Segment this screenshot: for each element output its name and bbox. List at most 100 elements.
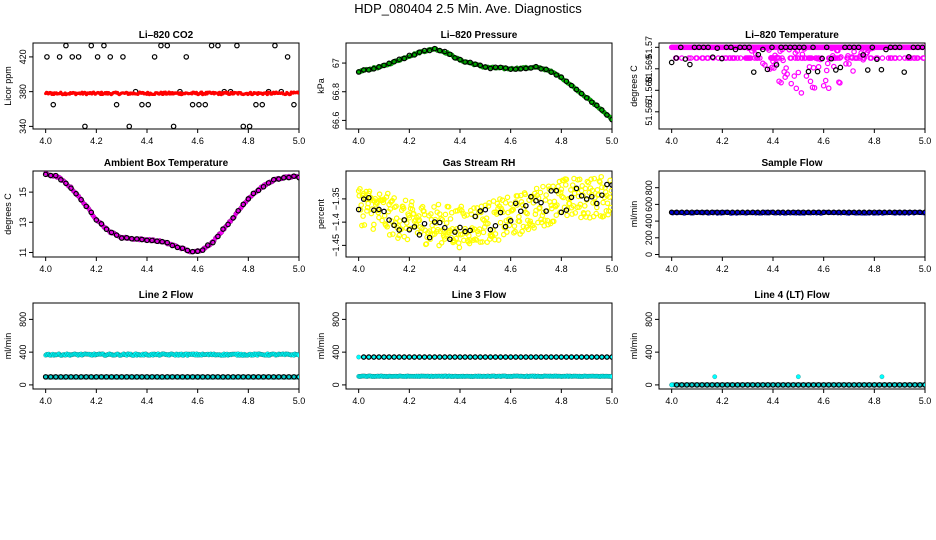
x-tick-label: 4.6	[504, 136, 517, 146]
data-points	[355, 173, 612, 251]
data-point	[754, 209, 761, 216]
x-tick-label: 4.0	[39, 396, 52, 406]
data-point	[593, 354, 600, 360]
data-point	[754, 55, 761, 61]
data-point	[151, 54, 158, 60]
data-point	[245, 196, 252, 202]
data-point	[684, 382, 690, 388]
data-point	[482, 64, 489, 70]
data-point	[841, 209, 847, 216]
data-point	[174, 374, 181, 380]
data-point	[159, 238, 166, 245]
data-point	[553, 72, 560, 78]
data-point	[507, 201, 514, 207]
data-point	[762, 62, 768, 68]
data-point	[823, 44, 830, 51]
data-point	[811, 85, 818, 91]
data-point	[455, 240, 462, 246]
data-point	[523, 202, 529, 209]
data-point	[507, 66, 514, 72]
data-point	[371, 221, 377, 228]
data-point	[866, 209, 873, 216]
plot-frame	[345, 170, 613, 258]
data-point	[514, 193, 521, 199]
data-point	[542, 197, 549, 203]
data-point	[208, 43, 215, 49]
data-point	[846, 382, 852, 388]
data-point	[360, 354, 367, 360]
data-point	[371, 354, 377, 360]
y-tick-label: 340	[18, 119, 28, 134]
data-point	[447, 354, 453, 360]
chart-ambient-box-temperature: Ambient Box Temperature 4.0 4.2 4.4 4.6 4.8 5.…	[3, 158, 305, 274]
data-point	[724, 382, 731, 388]
data-point	[431, 219, 438, 225]
data-point	[164, 374, 171, 380]
data-point	[406, 354, 413, 360]
data-point	[235, 207, 242, 214]
data-point	[825, 85, 832, 92]
data-point	[390, 231, 396, 237]
data-point	[764, 66, 771, 73]
data-point	[746, 44, 752, 51]
data-point	[922, 209, 925, 216]
data-point	[78, 196, 84, 203]
data-point	[830, 209, 837, 216]
data-point	[771, 55, 777, 61]
data-point	[441, 224, 448, 231]
data-point	[837, 64, 844, 71]
data-point	[466, 240, 473, 247]
data-point	[381, 62, 387, 69]
x-tick-label: 4.4	[454, 264, 467, 274]
data-point	[537, 189, 544, 196]
x-tick-label: 4.0	[352, 264, 365, 274]
data-point	[856, 382, 862, 388]
y-axis-label: ml/min	[629, 333, 639, 360]
data-point	[88, 374, 95, 380]
chart-title: Line 3 Flow	[452, 290, 507, 301]
data-point	[396, 232, 403, 239]
data-point	[803, 73, 810, 79]
data-point	[851, 209, 857, 216]
data-point	[391, 354, 397, 360]
y-tick-label: 51.569	[644, 55, 654, 83]
data-point	[765, 382, 771, 388]
data-point	[483, 215, 490, 221]
data-point	[860, 52, 866, 58]
data-point	[820, 209, 827, 216]
data-point	[795, 69, 802, 76]
data-point	[272, 43, 278, 49]
data-point	[773, 62, 780, 68]
data-point	[788, 80, 795, 87]
data-point	[593, 102, 600, 109]
data-point	[562, 182, 569, 188]
data-point	[799, 55, 806, 61]
data-point	[250, 374, 257, 380]
x-tick-label: 4.8	[868, 136, 881, 146]
data-point	[88, 209, 95, 216]
data-point	[536, 204, 543, 211]
data-point	[507, 218, 514, 224]
data-point	[592, 195, 598, 201]
data-point	[668, 209, 675, 216]
data-point	[760, 382, 766, 388]
data-point	[673, 209, 680, 216]
data-point	[533, 63, 539, 70]
data-point	[780, 382, 786, 388]
data-point	[714, 209, 721, 216]
data-point	[179, 245, 186, 252]
data-point	[780, 57, 786, 64]
y-tick-label: 400	[644, 345, 654, 360]
data-point	[573, 354, 580, 360]
data-point	[360, 196, 367, 202]
data-point	[573, 185, 580, 192]
y-tick-label: 400	[18, 345, 28, 360]
data-point	[576, 176, 583, 183]
plot-frame	[32, 170, 300, 258]
y-axis-label: degrees C	[629, 65, 639, 107]
data-point	[810, 209, 817, 216]
data-point	[769, 44, 775, 51]
data-point	[568, 354, 575, 360]
data-point	[704, 382, 710, 388]
